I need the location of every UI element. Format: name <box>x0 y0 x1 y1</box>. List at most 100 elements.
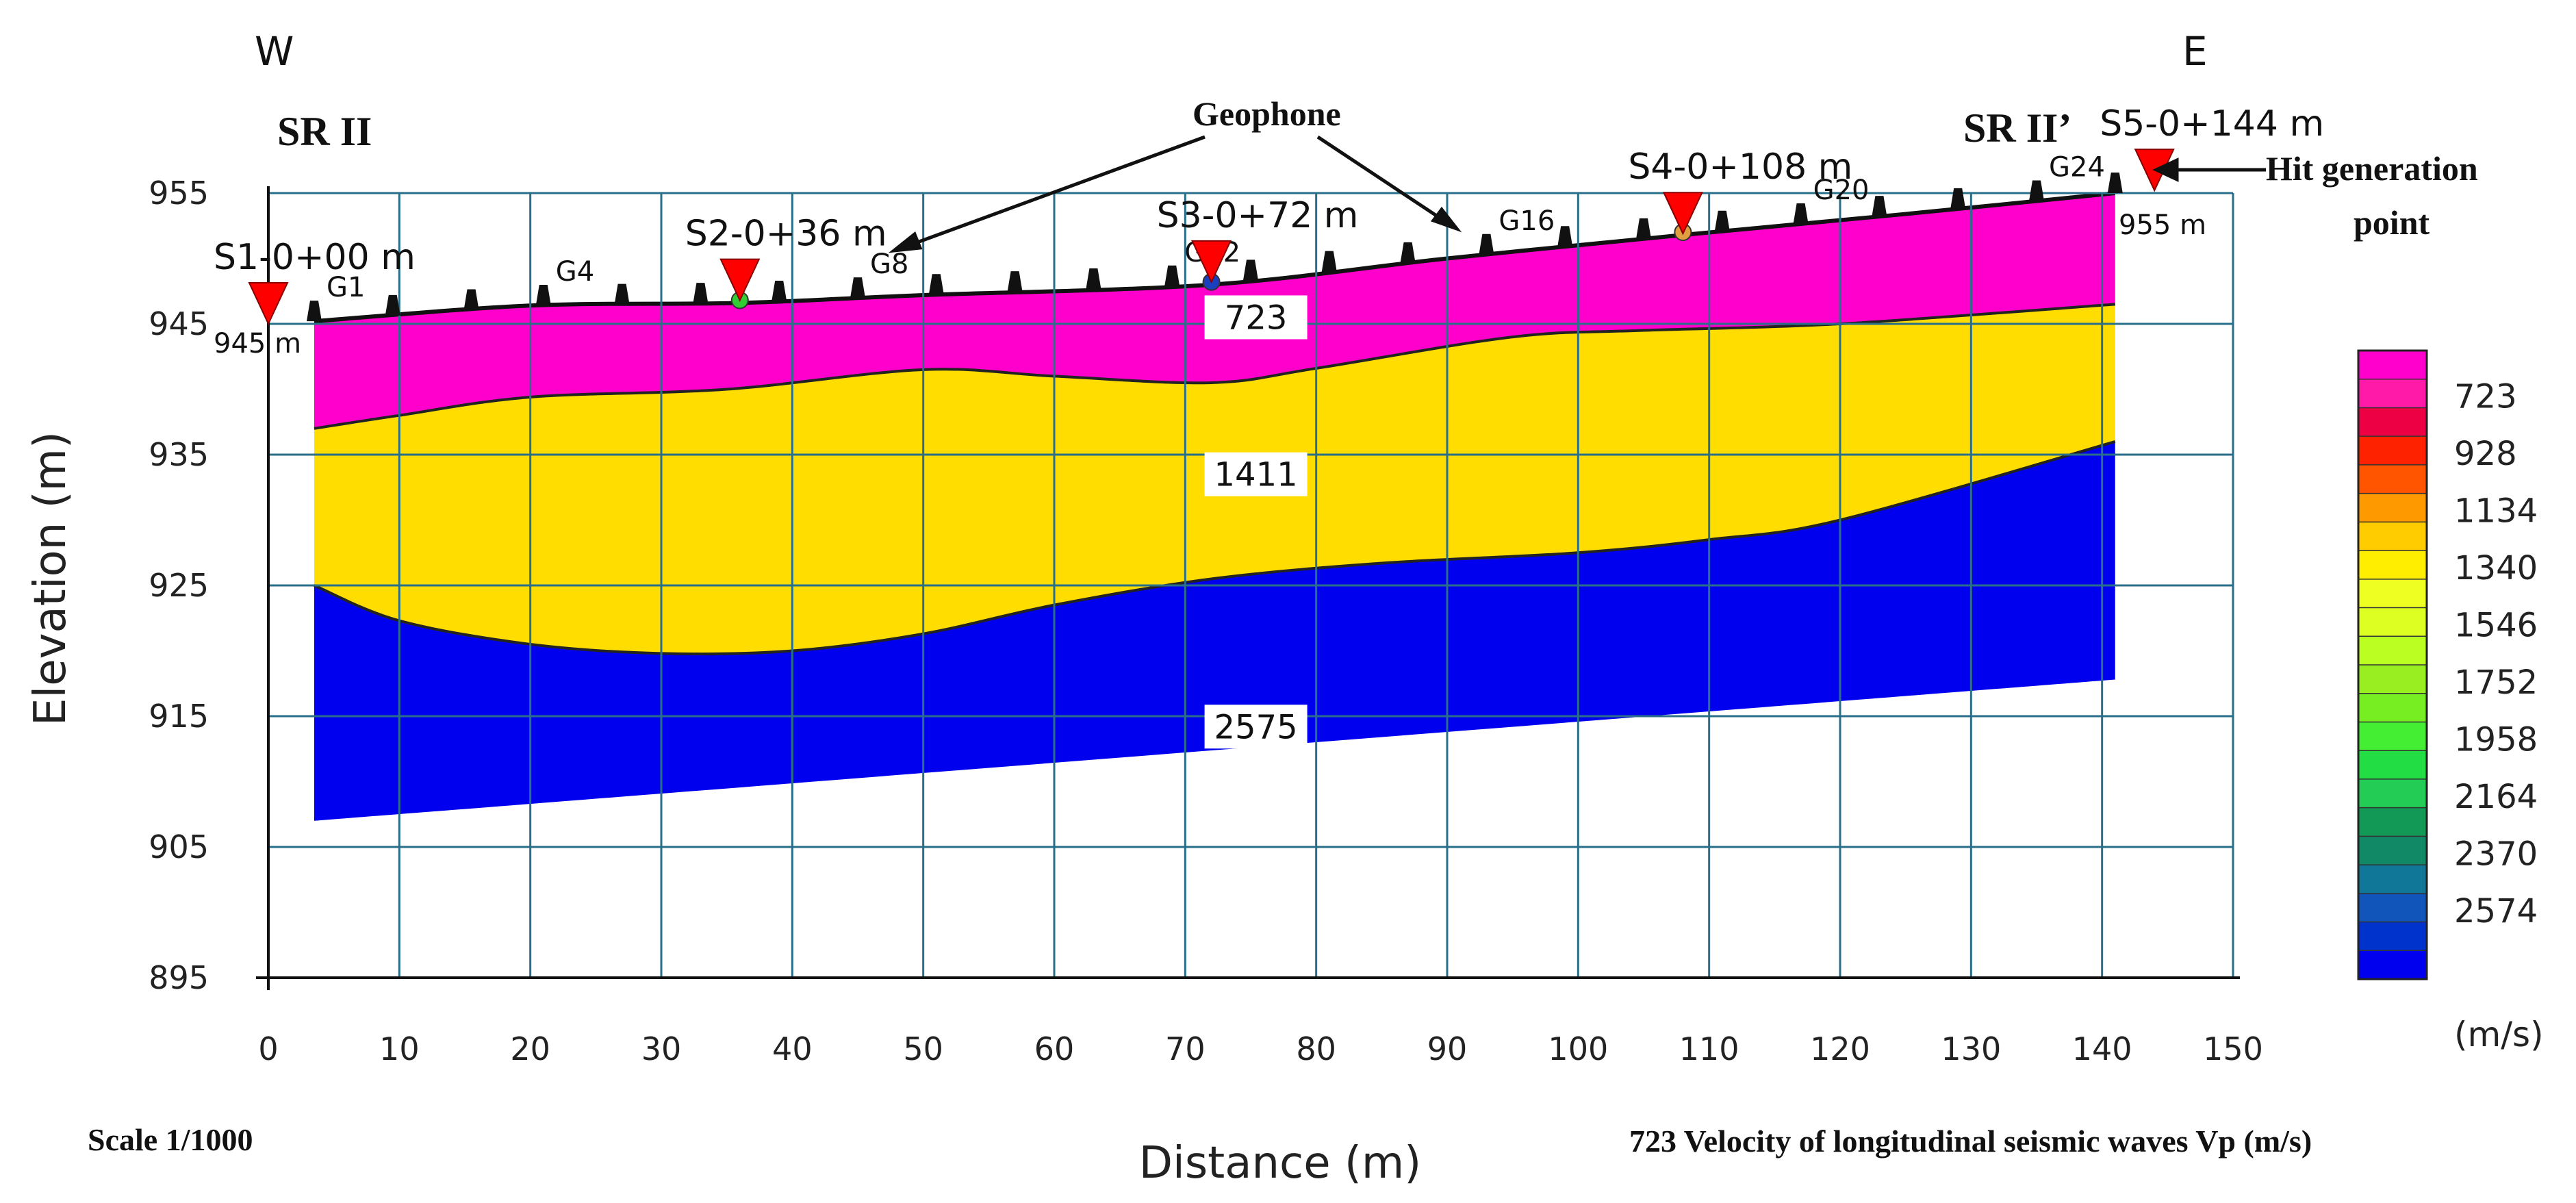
legend-swatch <box>2358 807 2427 837</box>
shot-label: S5-0+144 m <box>2100 103 2324 144</box>
geophone-label: G1 <box>327 272 365 303</box>
x-tick-label: 70 <box>1165 1030 1206 1067</box>
x-tick-label: 140 <box>2072 1030 2132 1067</box>
legend-value-label: 1546 <box>2454 607 2538 645</box>
y-axis-title: Elevation (m) <box>25 431 76 726</box>
legend-swatch <box>2358 351 2427 380</box>
geophone-marker <box>1243 259 1258 281</box>
axes: 0 10 20 30 40 50 60 70 80 90 100 110 120 130 140 150 895… <box>149 175 2263 1067</box>
geophone-marker <box>614 283 630 305</box>
geophone-marker <box>463 289 479 310</box>
geophone-label: G24 <box>2049 151 2105 183</box>
geophone-marker <box>850 277 865 299</box>
legend-swatch <box>2358 579 2427 609</box>
y-tick-label: 955 <box>149 175 209 212</box>
shot-triangle <box>248 282 289 326</box>
x-tick-label: 100 <box>1548 1030 1608 1067</box>
geophone-marker <box>2029 180 2044 201</box>
legend-value-label: 723 <box>2454 378 2517 416</box>
y-tick-label: 945 <box>149 305 209 342</box>
x-axis-title: Distance (m) <box>1139 1138 1421 1189</box>
x-tick-label: 130 <box>1941 1030 2001 1067</box>
legend-swatch <box>2358 893 2427 923</box>
geophone-marker <box>1557 226 1573 247</box>
legend-frame <box>2357 349 2428 980</box>
geophone-marker <box>1714 210 1730 231</box>
legend-value-label: 1134 <box>2454 492 2538 531</box>
legend-value-label: 2164 <box>2454 778 2538 816</box>
legend-swatch <box>2358 722 2427 751</box>
section-end-label: SR II’ <box>1963 105 2071 151</box>
y-tick-label: 935 <box>149 436 209 473</box>
legend-swatch <box>2358 922 2427 951</box>
legend-swatch <box>2358 464 2427 494</box>
shot-triangle <box>1191 240 1232 284</box>
velocity-label: 1411 <box>1214 456 1298 494</box>
geophone-marker <box>1321 251 1337 272</box>
legend-swatch <box>2358 693 2427 722</box>
x-tick-label: 20 <box>510 1030 550 1067</box>
geophones: G1G4G8G12G16G20G24 <box>306 151 2123 322</box>
interface-line-1 <box>314 303 2115 430</box>
legend-swatch <box>2358 493 2427 522</box>
y-tick-label: 905 <box>149 828 209 865</box>
x-tick-label: 150 <box>2203 1030 2263 1067</box>
legend-swatch <box>2358 665 2427 694</box>
shot-points: S1-0+00 m S2-0+36 m S3-0+72 m S4-0+108 m S5-… <box>214 103 2324 326</box>
geophone-marker <box>1086 268 1101 289</box>
scale-label: Scale 1/1000 <box>88 1122 253 1157</box>
x-tick-label: 110 <box>1679 1030 1739 1067</box>
geophone-label: G20 <box>1813 175 1870 206</box>
end-elevation-label: 955 m <box>2119 210 2206 241</box>
geophone-marker <box>1479 233 1494 255</box>
geophone-marker <box>306 301 322 322</box>
legend-swatch <box>2358 436 2427 466</box>
geophone-marker <box>1636 218 1651 239</box>
geophone-marker <box>535 285 551 306</box>
velocity-label: 723 <box>1225 299 1288 337</box>
shot-label: S4-0+108 m <box>1628 147 1852 188</box>
geophone-annotation: Geophone <box>1193 94 1341 133</box>
legend-swatch <box>2358 636 2427 666</box>
legend-value-label: 1958 <box>2454 720 2538 759</box>
geophone-label: G8 <box>870 249 908 280</box>
geophone-label: G4 <box>556 256 594 288</box>
legend-swatch <box>2358 607 2427 637</box>
geophone-marker <box>1164 265 1180 286</box>
geophone-arrowhead-left <box>888 231 923 253</box>
x-tick-label: 30 <box>641 1030 682 1067</box>
geophone-arrows <box>888 135 2266 253</box>
legend-swatch <box>2358 550 2427 580</box>
y-tick-label: 895 <box>149 959 209 996</box>
velocity-note: 723 Velocity of longitudinal seismic wav… <box>1629 1124 2312 1158</box>
x-tick-label: 0 <box>258 1030 278 1067</box>
hit-point-annotation-line1: Hit generation <box>2266 149 2478 188</box>
legend-unit: (m/s) <box>2454 1015 2544 1054</box>
x-tick-label: 50 <box>903 1030 943 1067</box>
color-legend: 723 928 1134 1340 1546 1752 1958 2164 2370 2574 <box>2357 349 2538 980</box>
geophone-marker <box>1793 203 1809 224</box>
x-tick-label: 10 <box>379 1030 420 1067</box>
geophone-marker <box>693 283 709 304</box>
velocity-label: 2575 <box>1214 708 1298 746</box>
legend-value-label: 2370 <box>2454 835 2538 873</box>
legend-swatch <box>2358 778 2427 809</box>
geophone-label: G16 <box>1499 205 1555 237</box>
geophone-marker <box>1007 271 1023 292</box>
shot-triangle <box>719 258 761 302</box>
geophone-marker <box>385 294 400 316</box>
interface-line-2 <box>314 440 2116 656</box>
geophone-arrow-right <box>1316 135 1451 227</box>
layer-velocity-labels: 723 1411 2575 <box>1204 295 1308 749</box>
geophone-marker <box>1872 196 1887 217</box>
legend-value-label: 1752 <box>2454 663 2538 702</box>
x-tick-label: 80 <box>1296 1030 1336 1067</box>
legend-swatch <box>2358 865 2427 894</box>
start-elevation-label: 945 m <box>214 328 301 359</box>
y-tick-label: 915 <box>149 698 209 735</box>
x-tick-label: 90 <box>1427 1030 1468 1067</box>
geophone-arrowhead-right <box>1430 206 1462 233</box>
hit-point-annotation-line2: point <box>2354 203 2430 242</box>
west-label: W <box>255 28 294 75</box>
